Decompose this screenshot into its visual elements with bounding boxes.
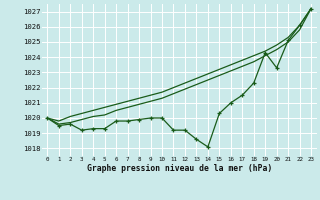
X-axis label: Graphe pression niveau de la mer (hPa): Graphe pression niveau de la mer (hPa): [87, 164, 272, 173]
